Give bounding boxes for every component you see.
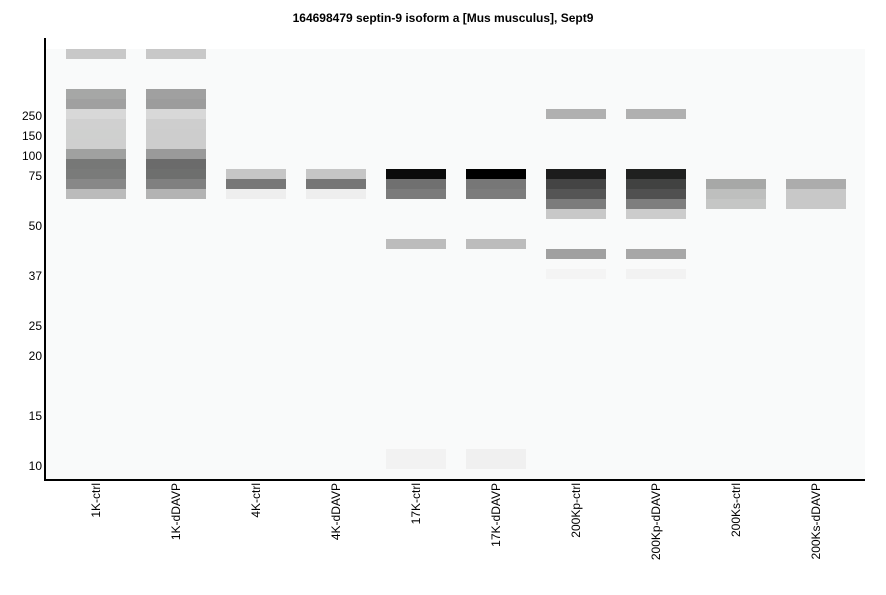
band bbox=[146, 159, 206, 169]
band bbox=[626, 109, 686, 119]
band bbox=[466, 239, 526, 249]
band bbox=[546, 249, 606, 259]
band bbox=[226, 169, 286, 179]
band bbox=[146, 189, 206, 199]
lane-label: 17K-ctrl bbox=[409, 483, 423, 524]
band bbox=[386, 449, 446, 459]
band bbox=[706, 179, 766, 189]
band bbox=[66, 49, 126, 59]
lane-label: 200Kp-dDAVP bbox=[649, 483, 663, 560]
band bbox=[466, 449, 526, 459]
band bbox=[66, 169, 126, 179]
band bbox=[546, 199, 606, 209]
band bbox=[66, 129, 126, 139]
band bbox=[66, 89, 126, 99]
band bbox=[66, 119, 126, 129]
y-tick-label: 15 bbox=[29, 409, 43, 423]
band bbox=[626, 189, 686, 199]
band bbox=[66, 139, 126, 149]
band bbox=[306, 189, 366, 199]
band bbox=[66, 179, 126, 189]
band bbox=[226, 179, 286, 189]
band bbox=[146, 89, 206, 99]
lane-label: 200Ks-dDAVP bbox=[809, 483, 823, 559]
band bbox=[146, 139, 206, 149]
band bbox=[386, 179, 446, 189]
lane-label: 4K-dDAVP bbox=[329, 483, 343, 540]
y-tick-label: 50 bbox=[29, 219, 43, 233]
band bbox=[146, 129, 206, 139]
y-tick-label: 75 bbox=[29, 169, 43, 183]
band bbox=[546, 209, 606, 219]
band bbox=[626, 199, 686, 209]
band bbox=[146, 169, 206, 179]
y-tick-label: 150 bbox=[22, 129, 42, 143]
band bbox=[226, 189, 286, 199]
band bbox=[626, 269, 686, 279]
lane-label: 1K-ctrl bbox=[89, 483, 103, 518]
band bbox=[146, 49, 206, 59]
band bbox=[146, 109, 206, 119]
lane-label: 1K-dDAVP bbox=[169, 483, 183, 540]
y-tick-label: 250 bbox=[22, 109, 42, 123]
band bbox=[706, 199, 766, 209]
band bbox=[706, 189, 766, 199]
band bbox=[386, 459, 446, 469]
y-tick-label: 10 bbox=[29, 459, 43, 473]
band bbox=[786, 179, 846, 189]
band bbox=[546, 179, 606, 189]
band bbox=[386, 189, 446, 199]
y-tick-label: 20 bbox=[29, 349, 43, 363]
band bbox=[546, 189, 606, 199]
band bbox=[146, 179, 206, 189]
band bbox=[466, 189, 526, 199]
y-tick-label: 100 bbox=[22, 149, 42, 163]
band bbox=[786, 199, 846, 209]
band bbox=[306, 169, 366, 179]
band bbox=[626, 179, 686, 189]
chart-title: 164698479 septin-9 isoform a [Mus muscul… bbox=[292, 11, 594, 25]
lane-label: 4K-ctrl bbox=[249, 483, 263, 518]
lane-label: 200Kp-ctrl bbox=[569, 483, 583, 538]
band bbox=[546, 109, 606, 119]
band bbox=[626, 169, 686, 179]
band bbox=[466, 459, 526, 469]
lane-label: 17K-dDAVP bbox=[489, 483, 503, 547]
band bbox=[146, 99, 206, 109]
band bbox=[66, 149, 126, 159]
band bbox=[386, 239, 446, 249]
band bbox=[466, 169, 526, 179]
lane-label: 200Ks-ctrl bbox=[729, 483, 743, 537]
band bbox=[626, 209, 686, 219]
band bbox=[546, 269, 606, 279]
band bbox=[466, 179, 526, 189]
band bbox=[386, 169, 446, 179]
band bbox=[66, 99, 126, 109]
y-tick-label: 25 bbox=[29, 319, 43, 333]
band bbox=[306, 179, 366, 189]
band bbox=[786, 189, 846, 199]
y-tick-label: 37 bbox=[29, 269, 43, 283]
band bbox=[66, 159, 126, 169]
band bbox=[146, 149, 206, 159]
band bbox=[146, 119, 206, 129]
band bbox=[66, 109, 126, 119]
band bbox=[66, 189, 126, 199]
band bbox=[626, 249, 686, 259]
band bbox=[546, 169, 606, 179]
